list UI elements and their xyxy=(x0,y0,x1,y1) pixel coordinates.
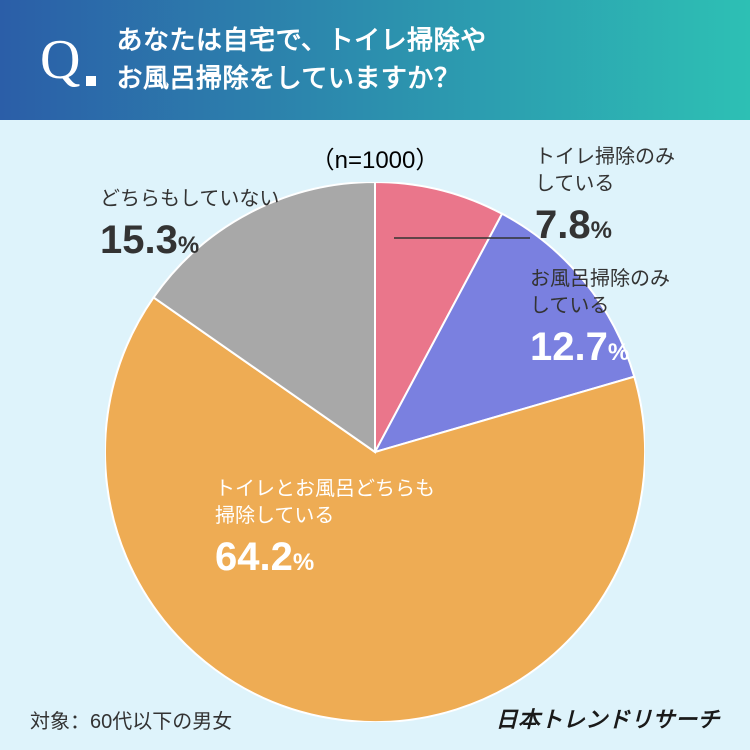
slice-value: 64.2% xyxy=(215,530,435,584)
slice-value: 7.8% xyxy=(535,198,675,252)
slice-label: トイレ掃除のみ している7.8% xyxy=(535,144,675,252)
q-icon: Q xyxy=(40,32,80,88)
footer-audience: 対象：60代以下の男女 xyxy=(30,705,232,734)
slice-label-text: トイレとお風呂どちらも 掃除している xyxy=(215,476,435,530)
q-dot xyxy=(86,76,96,86)
slice-label-text: どちらもしていない xyxy=(100,186,279,213)
slice-value: 15.3% xyxy=(100,213,279,267)
chart-body: （n=1000） トイレ掃除のみ している7.8%お風呂掃除のみ している12.… xyxy=(0,120,750,750)
slice-label: どちらもしていない15.3% xyxy=(100,186,279,267)
question-text: あなたは自宅で、トイレ掃除や お風呂掃除をしていますか？ xyxy=(116,22,486,97)
slice-label-text: お風呂掃除のみ している xyxy=(530,266,670,320)
slice-label: お風呂掃除のみ している12.7% xyxy=(530,266,670,374)
slice-value: 12.7% xyxy=(530,320,670,374)
question-header: Q あなたは自宅で、トイレ掃除や お風呂掃除をしていますか？ xyxy=(0,0,750,120)
slice-label-text: トイレ掃除のみ している xyxy=(535,144,675,198)
slice-label: トイレとお風呂どちらも 掃除している64.2% xyxy=(215,476,435,584)
footer-brand: 日本トレンドリサーチ xyxy=(496,702,720,734)
